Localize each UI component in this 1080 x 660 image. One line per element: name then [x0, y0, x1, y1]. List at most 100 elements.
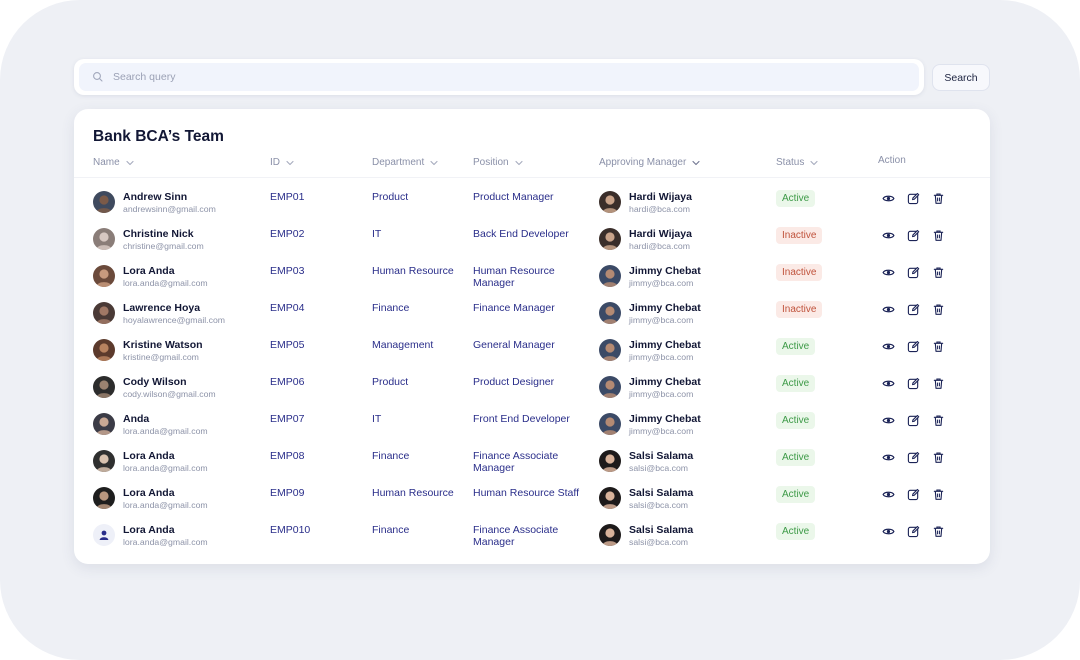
- eye-icon[interactable]: [881, 339, 895, 353]
- search-button[interactable]: Search: [932, 64, 990, 91]
- manager-email: jimmy@bca.com: [629, 278, 694, 288]
- employee-name: Christine Nick: [123, 228, 194, 240]
- manager-avatar: [599, 339, 621, 361]
- employee-name: Andrew Sinn: [123, 191, 188, 203]
- trash-icon[interactable]: [931, 450, 945, 464]
- edit-icon[interactable]: [906, 339, 920, 353]
- edit-icon[interactable]: [906, 228, 920, 242]
- chevron-down-icon: [430, 160, 438, 166]
- edit-icon[interactable]: [906, 302, 920, 316]
- manager-avatar: [599, 228, 621, 250]
- edit-icon[interactable]: [906, 265, 920, 279]
- manager-avatar: [599, 413, 621, 435]
- manager-avatar: [599, 302, 621, 324]
- eye-icon[interactable]: [881, 487, 895, 501]
- eye-icon[interactable]: [881, 191, 895, 205]
- trash-icon[interactable]: [931, 228, 945, 242]
- manager-avatar: [599, 450, 621, 472]
- employee-id: EMP08: [270, 450, 305, 462]
- employee-email: cody.wilson@gmail.com: [123, 389, 216, 399]
- edit-icon[interactable]: [906, 524, 920, 538]
- column-header-name[interactable]: Name: [93, 157, 134, 168]
- search-input[interactable]: [111, 70, 919, 84]
- table-row: Christine Nick christine@gmail.com EMP02 IT…: [74, 223, 990, 260]
- trash-icon[interactable]: [931, 376, 945, 390]
- employee-department: IT: [372, 228, 382, 240]
- employee-name: Cody Wilson: [123, 376, 187, 388]
- eye-icon[interactable]: [881, 524, 895, 538]
- employee-position: General Manager: [473, 339, 555, 351]
- column-header-approving-manager[interactable]: Approving Manager: [599, 157, 700, 168]
- manager-name: Hardi Wijaya: [629, 228, 692, 240]
- employee-id: EMP01: [270, 191, 305, 203]
- status-badge: Inactive: [776, 301, 823, 318]
- eye-icon[interactable]: [881, 376, 895, 390]
- employee-position: Finance Manager: [473, 302, 555, 314]
- chevron-down-icon: [692, 160, 700, 166]
- employee-email: lora.anda@gmail.com: [123, 278, 208, 288]
- column-header-position[interactable]: Position: [473, 157, 523, 168]
- trash-icon[interactable]: [931, 302, 945, 316]
- avatar: [93, 376, 115, 398]
- table-row: Anda lora.anda@gmail.com EMP07 IT Front End …: [74, 408, 990, 445]
- search-icon: [92, 71, 104, 83]
- eye-icon[interactable]: [881, 413, 895, 427]
- manager-name: Jimmy Chebat: [629, 265, 701, 277]
- edit-icon[interactable]: [906, 450, 920, 464]
- avatar: [93, 191, 115, 213]
- manager-email: salsi@bca.com: [629, 500, 689, 510]
- trash-icon[interactable]: [931, 339, 945, 353]
- row-actions: [881, 191, 945, 205]
- manager-name: Salsi Salama: [629, 524, 694, 536]
- employee-position: Front End Developer: [473, 413, 570, 425]
- eye-icon[interactable]: [881, 265, 895, 279]
- employee-name: Lora Anda: [123, 450, 175, 462]
- edit-icon[interactable]: [906, 191, 920, 205]
- employee-position: Finance Associate Manager: [473, 524, 559, 548]
- manager-email: jimmy@bca.com: [629, 426, 694, 436]
- table-row: Lora Anda lora.anda@gmail.com EMP03 Human R…: [74, 260, 990, 297]
- employee-department: Human Resource: [372, 265, 454, 277]
- status-badge: Active: [776, 338, 816, 355]
- edit-icon[interactable]: [906, 487, 920, 501]
- trash-icon[interactable]: [931, 265, 945, 279]
- eye-icon[interactable]: [881, 302, 895, 316]
- row-actions: [881, 265, 945, 279]
- employee-id: EMP07: [270, 413, 305, 425]
- eye-icon[interactable]: [881, 228, 895, 242]
- status-badge: Active: [776, 449, 816, 466]
- employee-id: EMP04: [270, 302, 305, 314]
- employee-email: lora.anda@gmail.com: [123, 463, 208, 473]
- manager-email: salsi@bca.com: [629, 463, 689, 473]
- trash-icon[interactable]: [931, 191, 945, 205]
- employee-name: Lora Anda: [123, 524, 175, 536]
- row-actions: [881, 450, 945, 464]
- column-header-department[interactable]: Department: [372, 157, 438, 168]
- employee-email: lora.anda@gmail.com: [123, 500, 208, 510]
- manager-email: jimmy@bca.com: [629, 352, 694, 362]
- manager-avatar: [599, 524, 621, 546]
- employee-position: Back End Developer: [473, 228, 569, 240]
- trash-icon[interactable]: [931, 487, 945, 501]
- trash-icon[interactable]: [931, 524, 945, 538]
- employee-email: andrewsinn@gmail.com: [123, 204, 216, 214]
- row-actions: [881, 302, 945, 316]
- employee-id: EMP05: [270, 339, 305, 351]
- user-icon: [98, 529, 110, 541]
- edit-icon[interactable]: [906, 413, 920, 427]
- avatar: [93, 228, 115, 250]
- column-header-id[interactable]: ID: [270, 157, 294, 168]
- avatar: [93, 487, 115, 509]
- employee-department: Finance: [372, 450, 410, 462]
- manager-name: Jimmy Chebat: [629, 302, 701, 314]
- trash-icon[interactable]: [931, 413, 945, 427]
- eye-icon[interactable]: [881, 450, 895, 464]
- search-field[interactable]: [74, 59, 924, 95]
- manager-name: Jimmy Chebat: [629, 376, 701, 388]
- column-header-status[interactable]: Status: [776, 157, 818, 168]
- status-badge: Active: [776, 486, 816, 503]
- table-row: Kristine Watson kristine@gmail.com EMP05 Ma…: [74, 334, 990, 371]
- row-actions: [881, 339, 945, 353]
- employee-id: EMP09: [270, 487, 305, 499]
- edit-icon[interactable]: [906, 376, 920, 390]
